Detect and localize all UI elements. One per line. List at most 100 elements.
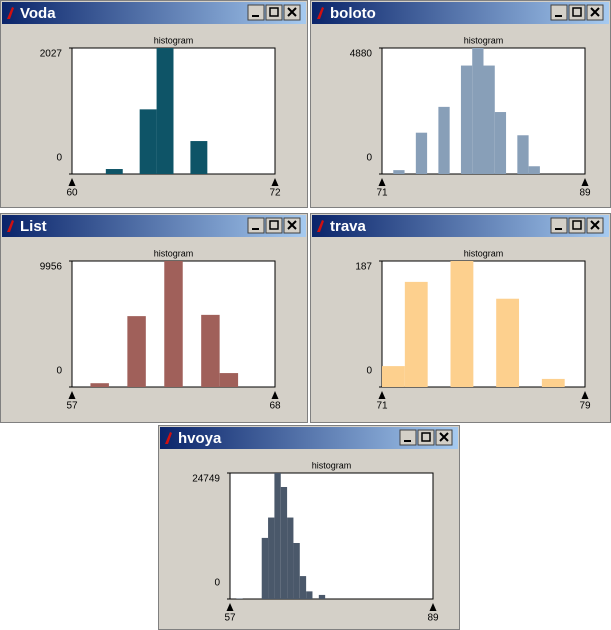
x-tick-marker (378, 391, 386, 399)
bar (528, 166, 540, 174)
chart-subtitle: histogram (154, 248, 194, 258)
bar (496, 298, 520, 387)
x-tick-marker (581, 178, 589, 186)
chart-subtitle: histogram (464, 35, 504, 45)
window-icon (317, 7, 324, 19)
window: hvoya histogram 0 24749 57 89 (158, 425, 460, 630)
window: boloto histogram 0 4880 71 89 (310, 0, 611, 208)
plot-area (229, 472, 434, 600)
bar (156, 48, 174, 174)
bar (90, 383, 109, 387)
window-icon (317, 220, 324, 232)
bar (541, 378, 565, 387)
bar (404, 281, 428, 387)
y-tick-label: 0 (56, 153, 62, 164)
bar (460, 65, 473, 174)
x-tick-label: 68 (269, 401, 281, 412)
window: List histogram 0 9956 57 68 (0, 213, 308, 423)
x-tick-label: 71 (376, 401, 388, 412)
y-tick-label: 0 (214, 578, 220, 589)
bar (393, 170, 405, 174)
y-tick-label: 0 (56, 366, 62, 377)
x-tick-marker (271, 391, 279, 399)
bar (261, 537, 269, 599)
bar (318, 594, 326, 599)
x-tick-label: 89 (427, 613, 439, 624)
window-icon (7, 220, 14, 232)
icon (572, 220, 582, 230)
title-bar (312, 215, 609, 237)
window-icon (165, 432, 172, 444)
x-tick-marker (68, 178, 76, 186)
bar (438, 106, 450, 174)
bar (287, 517, 294, 599)
x-tick-marker (581, 391, 589, 399)
icon (590, 220, 600, 230)
window-title: List (20, 218, 47, 235)
bar (472, 48, 484, 174)
minimize-button[interactable] (550, 217, 568, 234)
window-title: hvoya (178, 430, 222, 447)
icon (572, 7, 582, 17)
title-bar (2, 2, 306, 24)
y-tick-label: 0 (366, 153, 372, 164)
x-tick-label: 57 (224, 613, 236, 624)
x-tick-marker (429, 603, 437, 611)
bar (306, 591, 313, 599)
bar (483, 65, 495, 174)
window-title: boloto (330, 5, 376, 22)
x-tick-label: 79 (579, 401, 591, 412)
title-bar (312, 2, 609, 24)
bar (299, 576, 307, 599)
minimize-button[interactable] (247, 217, 265, 234)
x-tick-label: 57 (66, 401, 78, 412)
bar (293, 542, 300, 599)
icon (439, 432, 449, 442)
bar (415, 132, 428, 174)
bar (105, 169, 123, 174)
x-tick-marker (271, 178, 279, 186)
bar (382, 366, 405, 387)
icon (421, 432, 431, 442)
bar (127, 316, 146, 387)
y-tick-label: 187 (355, 262, 372, 273)
icon (590, 7, 600, 17)
x-tick-marker (378, 178, 386, 186)
window-title: trava (330, 218, 367, 235)
y-tick-label: 4880 (350, 49, 373, 60)
window-title: Voda (20, 5, 56, 22)
x-tick-label: 72 (269, 188, 281, 199)
bar (201, 314, 220, 387)
window-icon (7, 7, 14, 19)
bar (164, 261, 183, 387)
icon (287, 220, 297, 230)
icon (269, 7, 279, 17)
minimize-button[interactable] (550, 4, 568, 21)
bar (268, 517, 275, 599)
window: Voda histogram 0 2027 60 72 (0, 0, 308, 208)
bar (139, 109, 157, 174)
title-bar (160, 427, 458, 449)
bar (494, 112, 507, 174)
bar (190, 141, 208, 174)
minimize-button[interactable] (247, 4, 265, 21)
minimize-button[interactable] (399, 429, 417, 446)
x-tick-label: 71 (376, 188, 388, 199)
x-tick-label: 60 (66, 188, 78, 199)
bar (517, 135, 529, 174)
x-tick-marker (68, 391, 76, 399)
chart-subtitle: histogram (464, 248, 504, 258)
icon (287, 7, 297, 17)
title-bar (2, 215, 306, 237)
y-tick-label: 2027 (40, 49, 63, 60)
bar (219, 373, 239, 387)
y-tick-label: 0 (366, 366, 372, 377)
x-tick-marker (226, 603, 234, 611)
window: trava histogram 0 187 71 79 (310, 213, 611, 423)
y-tick-label: 24749 (192, 474, 220, 485)
bar (450, 261, 474, 387)
bar (274, 473, 281, 599)
chart-subtitle: histogram (312, 460, 352, 470)
